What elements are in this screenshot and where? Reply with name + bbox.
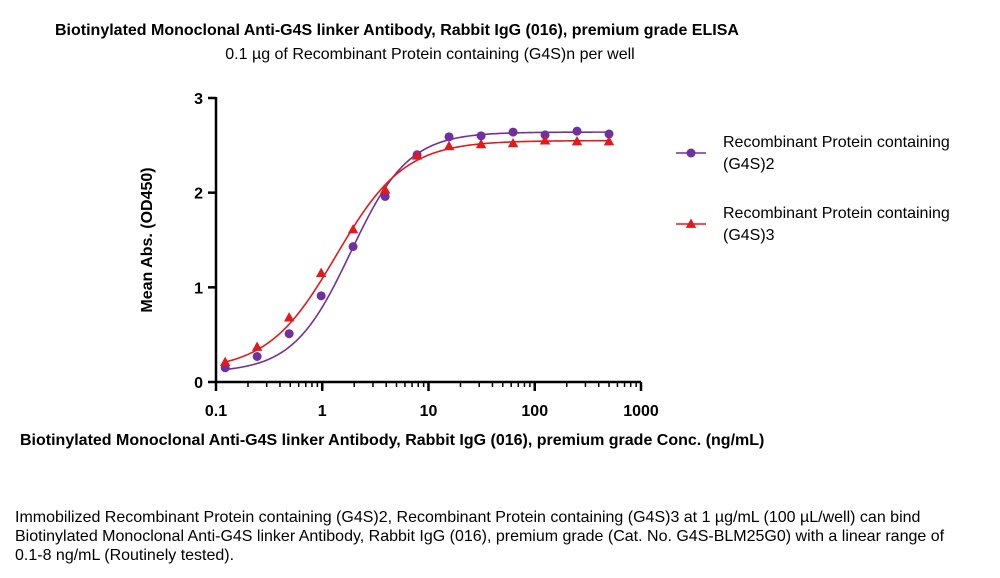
fit-curve-series-2 (224, 139, 610, 363)
y-tick-label: 3 (194, 91, 203, 108)
x-axis-label: Biotinylated Monoclonal Anti-G4S linker … (20, 432, 765, 449)
chart-title: Biotinylated Monoclonal Anti-G4S linker … (55, 22, 739, 39)
data-point-triangle (315, 267, 327, 277)
x-tick-label: 0.1 (205, 403, 227, 420)
data-point-circle (348, 242, 358, 252)
fit-curves (224, 131, 610, 371)
data-point-triangle (603, 136, 615, 146)
x-tick-label: 100 (521, 403, 548, 420)
data-point-triangle (539, 135, 551, 145)
data-point-circle (508, 127, 518, 137)
legend: Recombinant Protein containing (G4S)2 Reco… (676, 134, 950, 244)
x-tick-label: 1 (318, 403, 327, 420)
data-point-circle (316, 291, 326, 301)
data-point-triangle (443, 140, 455, 151)
legend-label-2: Recombinant Protein containing (G4S)3 (723, 205, 950, 244)
data-point-circle (444, 132, 454, 142)
y-tick-label: 0 (194, 375, 203, 392)
x-tick-label: 10 (420, 403, 438, 420)
data-point-triangle (475, 138, 487, 149)
y-tick-label: 1 (194, 280, 203, 297)
y-tick-label: 2 (194, 186, 203, 203)
x-tick-label: 1000 (623, 403, 659, 420)
data-point-circle (540, 130, 550, 140)
data-point-circle (252, 351, 262, 361)
data-point-circle (380, 191, 390, 201)
data-point-triangle (379, 184, 391, 194)
y-axis-label: Mean Abs. (OD450) (139, 167, 156, 312)
data-point-triangle (251, 341, 263, 351)
data-point-circle (572, 126, 582, 136)
data-point-circle (476, 131, 486, 141)
figure-caption: Immobilized Recombinant Protein containi… (15, 509, 945, 564)
chart-subtitle: 0.1 µg of Recombinant Protein containing… (225, 46, 635, 63)
data-points (219, 126, 615, 373)
data-point-triangle (507, 137, 519, 148)
legend-label-1: Recombinant Protein containing (G4S)2 (723, 134, 950, 173)
data-point-triangle (283, 312, 295, 322)
data-point-circle (604, 129, 614, 139)
data-point-triangle (347, 224, 359, 234)
fit-curve-series-1 (225, 131, 610, 371)
legend-marker-triangle (685, 218, 697, 228)
legend-marker-circle (686, 148, 696, 158)
data-point-circle (284, 329, 294, 339)
data-point-triangle (411, 150, 423, 160)
data-point-triangle (219, 356, 231, 366)
axes: 0 1 2 3 0.1 1 10 100 1000 (194, 91, 659, 420)
data-point-triangle (571, 136, 583, 146)
